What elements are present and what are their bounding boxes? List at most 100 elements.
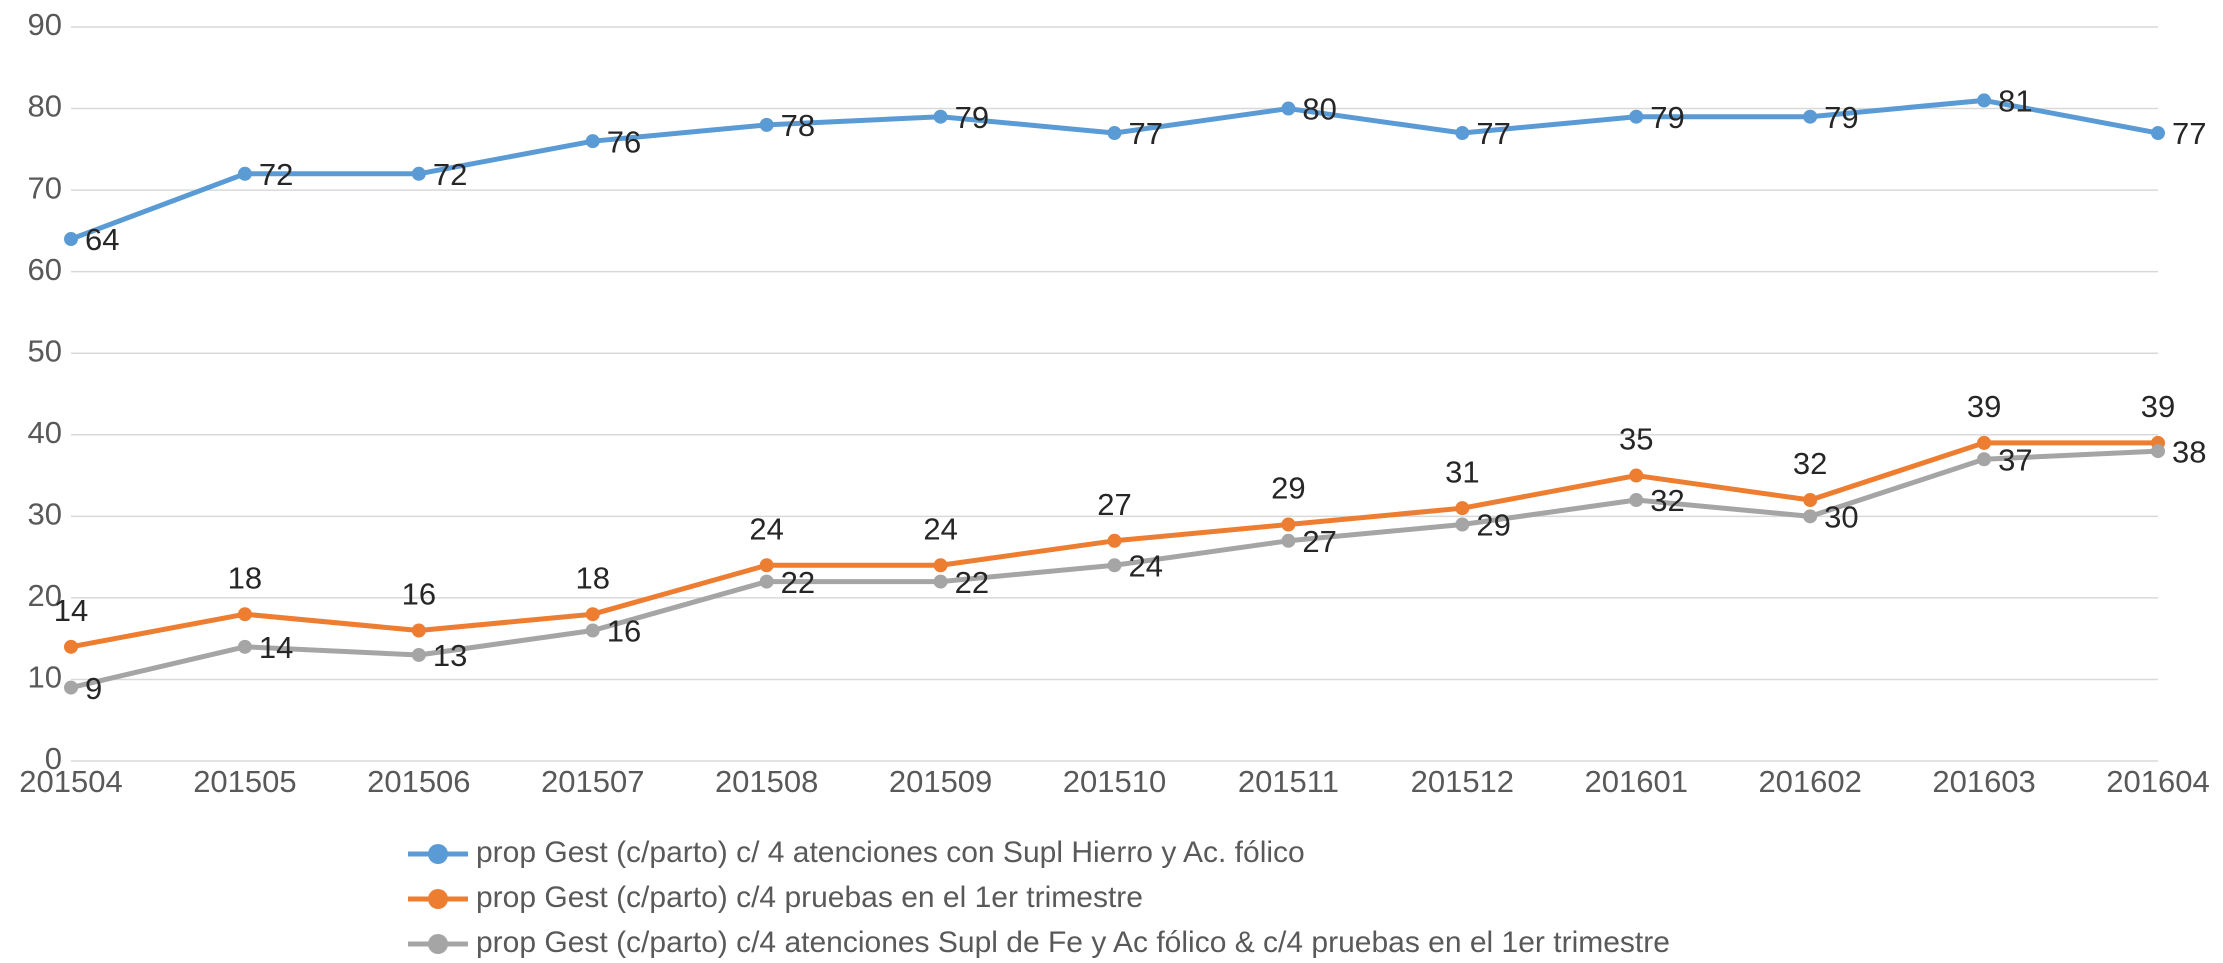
data-label: 39 [2141,389,2175,424]
x-tick-label: 201603 [1932,764,2035,799]
data-point [1629,493,1644,508]
legend-label: prop Gest (c/parto) c/4 pruebas en el 1e… [476,881,1143,914]
data-label: 13 [433,638,467,673]
data-point [1455,517,1470,532]
x-tick-label: 201508 [715,764,818,799]
data-label: 27 [1097,487,1131,522]
data-label: 72 [259,157,293,192]
x-tick-label: 201602 [1758,764,1861,799]
x-tick-label: 201601 [1585,764,1688,799]
data-point [1107,126,1122,141]
data-point [1977,435,1992,450]
data-point [64,680,78,695]
data-label: 24 [749,511,783,546]
y-tick-label: 10 [28,660,62,695]
data-label: 16 [607,614,641,649]
data-label: 22 [955,565,989,600]
x-tick-label: 201511 [1238,764,1339,799]
data-point [933,558,948,573]
legend-marker [428,844,448,864]
data-label: 22 [781,565,815,600]
data-label: 24 [923,511,957,546]
data-label: 31 [1445,454,1479,489]
data-point [1977,93,1992,108]
y-tick-label: 0 [45,741,62,776]
x-tick-label: 201509 [889,764,992,799]
x-tick-label: 201512 [1411,764,1514,799]
data-point [1455,126,1470,141]
data-point [64,232,78,247]
data-label: 24 [1129,548,1163,583]
data-point [1107,533,1122,548]
data-point [1629,468,1644,483]
data-label: 32 [1650,483,1684,518]
data-point [1629,109,1644,124]
x-tick-label: 201506 [367,764,470,799]
x-tick-label: 201604 [2106,764,2209,799]
data-point [585,134,600,149]
data-point [1107,558,1122,573]
data-point [1281,533,1296,548]
data-label: 14 [259,630,293,665]
data-label: 29 [1271,471,1305,506]
x-tick-label: 201510 [1063,764,1166,799]
data-point [1281,517,1296,532]
data-point [759,117,774,132]
data-label: 77 [1476,116,1510,151]
data-label: 38 [2172,434,2206,469]
legend-label: prop Gest (c/parto) c/ 4 atenciones con … [476,836,1305,869]
legend-marker [428,934,448,954]
y-tick-label: 90 [28,7,62,42]
data-point [1803,109,1818,124]
data-point [64,639,78,654]
data-point [2151,126,2165,141]
data-point [237,639,252,654]
y-tick-label: 30 [28,497,62,532]
data-point [1977,452,1992,467]
data-point [237,607,252,622]
data-point [759,558,774,573]
x-tick-label: 201505 [193,764,296,799]
y-tick-label: 50 [28,333,62,368]
data-point [933,109,948,124]
x-tick-label: 201504 [19,764,122,799]
data-point [933,574,948,589]
data-label: 37 [1998,442,2032,477]
data-label: 81 [1998,84,2032,119]
data-label: 27 [1302,524,1336,559]
data-point [2151,444,2165,459]
data-label: 39 [1967,389,2001,424]
data-label: 72 [433,157,467,192]
data-label: 30 [1824,500,1858,535]
data-label: 29 [1476,508,1510,543]
data-label: 18 [228,560,262,595]
data-point [1455,501,1470,516]
legend-marker [428,889,448,909]
data-label: 32 [1793,446,1827,481]
data-label: 77 [2172,116,2206,151]
data-label: 79 [955,100,989,135]
legend-label: prop Gest (c/parto) c/4 atenciones Supl … [476,926,1670,959]
data-point [585,607,600,622]
y-tick-label: 40 [28,415,62,450]
y-tick-label: 70 [28,170,62,205]
data-point [237,166,252,181]
y-tick-label: 60 [28,252,62,287]
data-label: 14 [54,593,88,628]
x-tick-label: 201507 [541,764,644,799]
data-label: 35 [1619,422,1653,457]
data-point [759,574,774,589]
data-label: 78 [781,108,815,143]
data-point [1803,509,1818,524]
data-label: 80 [1302,92,1336,127]
data-label: 64 [85,222,119,257]
data-label: 16 [402,577,436,612]
data-point [411,647,426,662]
data-label: 77 [1129,116,1163,151]
data-point [1803,493,1818,508]
data-point [585,623,600,638]
data-point [411,623,426,638]
data-point [1281,101,1296,116]
data-label: 79 [1650,100,1684,135]
